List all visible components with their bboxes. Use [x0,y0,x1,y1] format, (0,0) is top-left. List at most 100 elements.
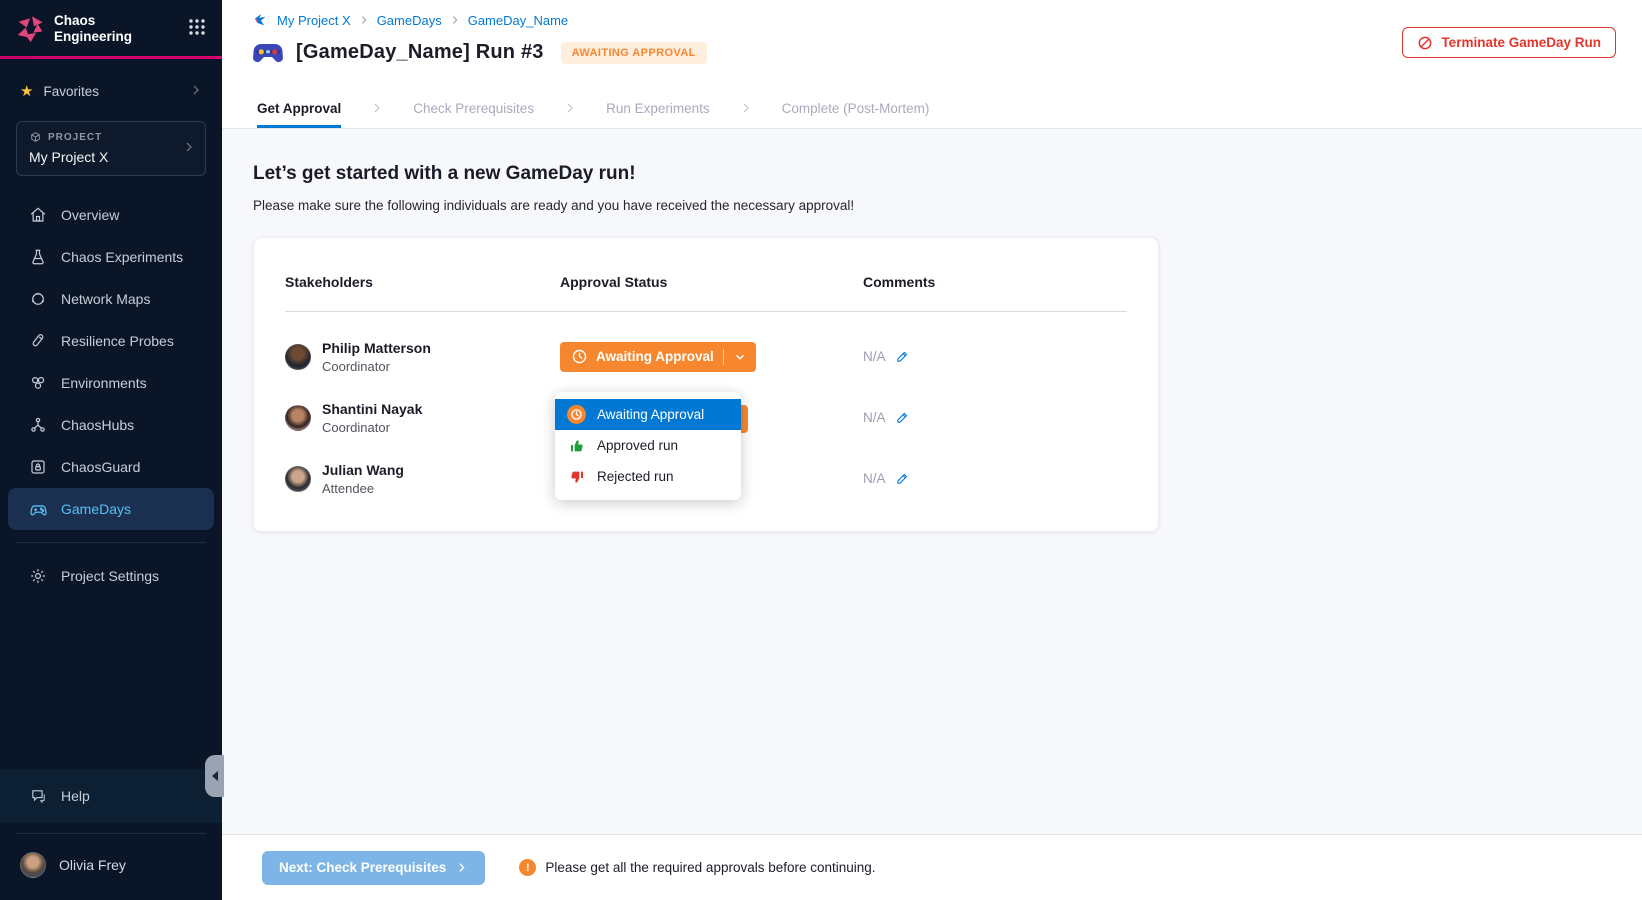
table-divider [285,311,1127,312]
nav-label: Resilience Probes [61,333,174,349]
chevron-down-icon [735,354,744,360]
comment-value: N/A [863,471,886,486]
chevron-right-icon [183,140,195,158]
sidebar-item-help[interactable]: Help [8,779,214,813]
environments-icon [28,373,48,393]
thumbs-down-icon [567,469,586,485]
chevron-right-icon [359,15,369,25]
next-button-label: Next: Check Prerequisites [279,860,447,875]
sidebar-item-project-settings[interactable]: Project Settings [8,555,214,597]
column-header-stakeholders: Stakeholders [285,274,373,290]
warning-text: Please get all the required approvals be… [545,860,876,875]
sidebar-collapse-handle[interactable] [205,755,224,797]
dropdown-option-approved-run[interactable]: Approved run [555,430,741,461]
stakeholders-card: Stakeholders Approval Status Comments Ph… [253,237,1159,532]
gamepad-icon [28,499,48,519]
nav-label: GameDays [61,501,132,517]
table-row: Julian Wang Attendee N/A [285,448,1127,509]
sidebar-item-chaoshubs[interactable]: ChaosHubs [8,404,214,446]
footer-bar: Next: Check Prerequisites ! Please get a… [222,834,1642,900]
hidden-status-button-edge [741,405,748,433]
table-header-row: Stakeholders Approval Status Comments [285,274,1127,290]
terminate-gameday-button[interactable]: Terminate GameDay Run [1402,27,1616,58]
sidebar-item-overview[interactable]: Overview [8,194,214,236]
approval-status-dropdown-button[interactable]: Awaiting Approval [560,341,756,372]
status-badge: AWAITING APPROVAL [560,41,707,64]
chevron-right-icon [740,88,752,128]
sidebar-item-network-maps[interactable]: Network Maps [8,278,214,320]
home-icon [28,205,48,225]
sidebar-divider [16,542,206,543]
sidebar-item-gamedays[interactable]: GameDays [8,488,214,530]
circle-slash-icon [1419,36,1432,49]
sidebar-divider [16,833,206,834]
edit-comment-pencil-icon[interactable] [895,349,910,364]
step-get-approval[interactable]: Get Approval [257,88,342,128]
nav-label: Overview [61,207,120,223]
project-selector[interactable]: PROJECT My Project X [16,121,206,176]
chevron-right-icon [459,863,465,872]
main-area: My Project X GameDays GameDay_Name [222,0,1642,900]
stakeholder-name: Shantini Nayak [322,400,423,417]
stakeholder-role: Attendee [322,480,375,496]
breadcrumb-logo-icon [255,14,266,26]
user-menu[interactable]: Olivia Frey [0,844,222,900]
step-run-experiments[interactable]: Run Experiments [606,100,710,116]
sidebar-help-section: Help [0,755,224,823]
next-check-prerequisites-button[interactable]: Next: Check Prerequisites [262,850,486,885]
stakeholder-name: Julian Wang [322,461,404,478]
stakeholder-avatar [285,404,311,431]
steps-bar: Get Approval Check Prerequisites Run Exp… [222,88,1642,129]
app-title: Chaos Engineering [54,13,133,44]
dropdown-option-rejected-run[interactable]: Rejected run [555,461,741,492]
dropdown-option-label: Rejected run [597,469,674,484]
comment-value: N/A [863,410,886,425]
content-heading: Let’s get started with a new GameDay run… [253,163,636,184]
exclamation-circle-icon: ! [519,859,537,876]
nav-label: ChaosGuard [61,459,141,475]
page-title: [GameDay_Name] Run #3 [296,41,544,63]
approval-warning: ! Please get all the required approvals … [519,859,876,876]
clock-icon [572,349,587,364]
gamepad-title-icon [253,43,283,62]
stakeholder-name: Philip Matterson [322,339,431,356]
sidebar-item-favorites[interactable]: ★ Favorites [0,79,222,103]
chevron-right-icon [450,15,460,25]
module-grid-icon[interactable] [186,16,208,43]
column-header-approval-status: Approval Status [560,274,668,290]
chaos-engineering-logo-icon [17,16,43,43]
edit-comment-pencil-icon[interactable] [895,471,910,486]
status-label: Awaiting Approval [596,349,714,364]
sidebar-item-resilience-probes[interactable]: Resilience Probes [8,320,214,362]
comment-value: N/A [863,349,886,364]
approval-status-dropdown-menu: Awaiting Approval Approved run Rejected … [555,392,741,500]
dropdown-option-awaiting-approval[interactable]: Awaiting Approval [555,399,741,430]
edit-comment-pencil-icon[interactable] [895,410,910,425]
sidebar-item-chaosguard[interactable]: ChaosGuard [8,446,214,488]
brand-divider [0,56,222,59]
user-avatar [20,852,46,878]
flask-icon [28,247,48,267]
content-area: Let’s get started with a new GameDay run… [222,129,1642,834]
sidebar-item-chaos-experiments[interactable]: Chaos Experiments [8,236,214,278]
content-subheading: Please make sure the following individua… [253,198,855,213]
favorites-label: Favorites [43,83,99,99]
star-icon: ★ [20,82,34,100]
table-row: Philip Matterson Coordinator Awaiting Ap… [285,326,1127,387]
sidebar-nav: Overview Chaos Experiments Network Maps … [0,194,222,530]
project-label: PROJECT [48,132,103,143]
breadcrumb-link-gamedays[interactable]: GameDays [376,12,442,28]
column-header-comments: Comments [863,274,936,290]
stakeholder-role: Coordinator [322,419,390,435]
nav-label: ChaosHubs [61,417,135,433]
dropdown-option-label: Awaiting Approval [597,407,705,422]
step-check-prerequisites[interactable]: Check Prerequisites [413,100,535,116]
help-chat-icon [28,786,48,806]
breadcrumb-link-gameday-name[interactable]: GameDay_Name [467,12,569,28]
user-name: Olivia Frey [59,857,126,873]
sidebar-item-environments[interactable]: Environments [8,362,214,404]
dropdown-option-label: Approved run [597,438,679,453]
step-complete-post-mortem[interactable]: Complete (Post-Mortem) [781,100,930,116]
breadcrumb-link-project[interactable]: My Project X [277,12,351,28]
